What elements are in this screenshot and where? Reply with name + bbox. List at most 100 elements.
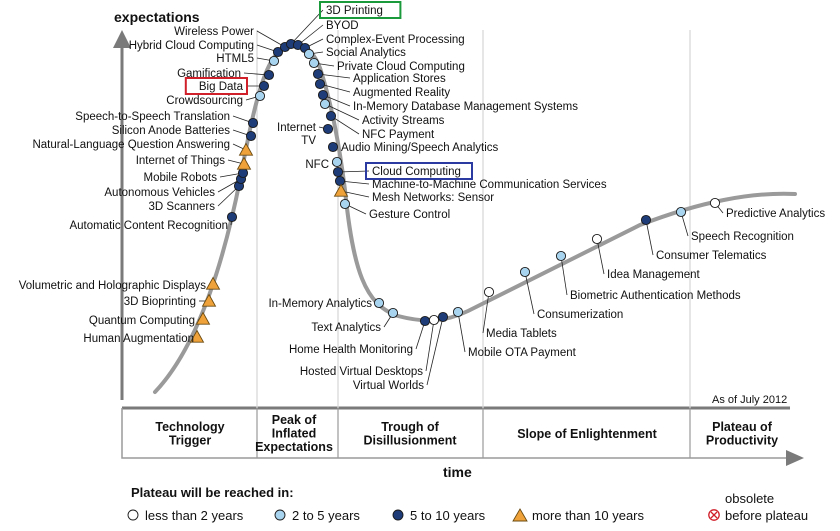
tech-label-virtual-worlds: Virtual Worlds bbox=[353, 380, 424, 392]
marker-html5 bbox=[268, 55, 280, 67]
legend-title: Plateau will be reached in: bbox=[131, 485, 294, 500]
tech-label-3d-printing: 3D Printing bbox=[326, 5, 383, 17]
phase-label: Disillusionment bbox=[363, 434, 457, 448]
marker-speech-recognition bbox=[675, 206, 687, 218]
y-axis-arrow-icon bbox=[113, 30, 131, 48]
marker-silicon-anode-batteries bbox=[245, 130, 257, 142]
tech-label-wireless-power: Wireless Power bbox=[174, 26, 254, 38]
marker-human-augmentation bbox=[189, 329, 205, 343]
tech-label-nfc: NFC bbox=[305, 159, 329, 171]
tech-label-activity-streams: Activity Streams bbox=[362, 115, 445, 127]
legend-obsolete-line1: obsolete bbox=[725, 491, 774, 506]
tech-label-hybrid-cloud-computing: Hybrid Cloud Computing bbox=[129, 40, 254, 52]
tech-label-quantum-computing: Quantum Computing bbox=[89, 315, 195, 327]
tech-label-consumerization: Consumerization bbox=[537, 309, 623, 321]
marker-nfc-payment bbox=[325, 110, 337, 122]
tech-label-big-data: Big Data bbox=[199, 81, 244, 93]
phase-label: Expectations bbox=[255, 440, 333, 454]
tech-label-home-health-monitoring: Home Health Monitoring bbox=[289, 344, 413, 356]
leader-line-application-stores bbox=[317, 73, 351, 79]
highlight-box-big-data bbox=[184, 77, 249, 95]
marker-mobile-ota-payment bbox=[452, 306, 464, 318]
highlight-boxes bbox=[184, 1, 473, 180]
marker-media-tablets bbox=[483, 286, 495, 298]
leader-line-virtual-worlds bbox=[426, 316, 444, 386]
tech-label-speech-to-speech-translation: Speech-to-Speech Translation bbox=[75, 111, 230, 123]
leader-line-nfc-payment bbox=[330, 115, 360, 135]
leader-line-idea-management bbox=[596, 238, 605, 275]
tech-label-natural-language-question-answering: Natural-Language Question Answering bbox=[32, 139, 230, 151]
tech-label-complex-event-processing: Complex-Event Processing bbox=[326, 34, 465, 46]
tech-label-augmented-reality: Augmented Reality bbox=[353, 87, 450, 99]
leader-line-biometric-authentication-methods bbox=[560, 255, 568, 296]
phase-label: Peak of bbox=[272, 413, 317, 427]
phase-label: Inflated bbox=[272, 427, 316, 441]
legend-circle-icon bbox=[274, 509, 286, 521]
tech-label-byod: BYOD bbox=[326, 20, 359, 32]
legend-circle-icon bbox=[127, 509, 139, 521]
tech-label-mobile-ota-payment: Mobile OTA Payment bbox=[468, 347, 577, 359]
tech-label-silicon-anode-batteries: Silicon Anode Batteries bbox=[112, 125, 231, 137]
marker-biometric-authentication-methods bbox=[555, 250, 567, 262]
marker-social-analytics bbox=[303, 48, 315, 60]
legend: Plateau will be reached in: less than 2 y… bbox=[127, 485, 808, 523]
marker-3d-bioprinting bbox=[201, 293, 217, 307]
phase-label: Plateau of bbox=[712, 420, 773, 434]
tech-label-audio-mining-speech-analytics: Audio Mining/Speech Analytics bbox=[341, 142, 499, 154]
legend-circle-icon bbox=[392, 509, 404, 521]
tech-label-autonomous-vehicles: Autonomous Vehicles bbox=[104, 187, 215, 199]
phase-label: Trough of bbox=[381, 420, 439, 434]
marker-automatic-content-recognition bbox=[226, 211, 238, 223]
tech-label-in-memory-database-management-systems: In-Memory Database Management Systems bbox=[353, 101, 578, 113]
phase-label: Productivity bbox=[706, 434, 778, 448]
leader-line-byod bbox=[297, 24, 324, 46]
marker-mobile-robots bbox=[237, 167, 249, 179]
marker-consumerization bbox=[519, 266, 531, 278]
marker-augmented-reality bbox=[314, 78, 326, 90]
marker-audio-mining-speech-analytics bbox=[327, 141, 339, 153]
leader-line-augmented-reality bbox=[319, 83, 351, 93]
marker-predictive-analytics bbox=[709, 197, 721, 209]
tech-label-application-stores: Application Stores bbox=[353, 73, 446, 85]
marker-home-health-monitoring bbox=[419, 315, 431, 327]
leader-line-wireless-power bbox=[256, 30, 286, 48]
tech-label-hosted-virtual-desktops: Hosted Virtual Desktops bbox=[300, 366, 423, 378]
marker-gesture-control bbox=[339, 198, 351, 210]
legend-obsolete-line2: before plateau bbox=[725, 508, 808, 523]
tech-label-nfc-payment: NFC Payment bbox=[362, 129, 435, 141]
tech-label-internet-of-things: Internet of Things bbox=[136, 155, 226, 167]
tech-label-idea-management: Idea Management bbox=[607, 269, 701, 281]
tech-label-predictive-analytics: Predictive Analytics bbox=[726, 208, 825, 220]
hype-curve bbox=[153, 42, 797, 394]
phase-label: Technology bbox=[155, 420, 224, 434]
tech-label-text-analytics: Text Analytics bbox=[311, 322, 381, 334]
marker-natural-language-question-answering bbox=[238, 142, 254, 156]
legend-item-label: more than 10 years bbox=[532, 508, 645, 523]
tech-label-biometric-authentication-methods: Biometric Authentication Methods bbox=[570, 290, 741, 302]
marker-application-stores bbox=[312, 68, 324, 80]
marker-mesh-networks-sensor bbox=[333, 183, 349, 197]
marker-activity-streams bbox=[319, 98, 331, 110]
tech-label-internet-tv: Internet TV bbox=[277, 122, 317, 147]
tech-label-3d-scanners: 3D Scanners bbox=[149, 201, 216, 213]
marker-speech-to-speech-translation bbox=[247, 117, 259, 129]
marker-cloud-computing bbox=[332, 166, 344, 178]
y-axis-label: expectations bbox=[114, 9, 200, 25]
technology-labels: Human Augmentation Quantum Computing 3D Bi… bbox=[19, 5, 826, 392]
as-of-date: As of July 2012 bbox=[712, 394, 787, 406]
marker-volumetric-and-holographic-displays bbox=[205, 276, 221, 290]
marker-consumer-telematics bbox=[640, 214, 652, 226]
marker-idea-management bbox=[591, 233, 603, 245]
marker-quantum-computing bbox=[195, 311, 211, 325]
tech-label-in-memory-analytics: In-Memory Analytics bbox=[268, 298, 372, 310]
marker-machine-to-machine-communication-services bbox=[334, 175, 346, 187]
highlight-box-3d-printing bbox=[319, 1, 402, 19]
marker-in-memory-database-management-systems bbox=[317, 89, 329, 101]
legend-item-label: less than 2 years bbox=[145, 508, 244, 523]
phase-label: Trigger bbox=[169, 434, 212, 448]
phase-label: Slope of Enlightenment bbox=[517, 427, 657, 441]
marker-hybrid-cloud-computing bbox=[272, 46, 284, 58]
x-axis-arrow-icon bbox=[786, 450, 804, 466]
leader-line-consumerization bbox=[524, 271, 535, 315]
tech-label-3d-bioprinting: 3D Bioprinting bbox=[124, 296, 196, 308]
